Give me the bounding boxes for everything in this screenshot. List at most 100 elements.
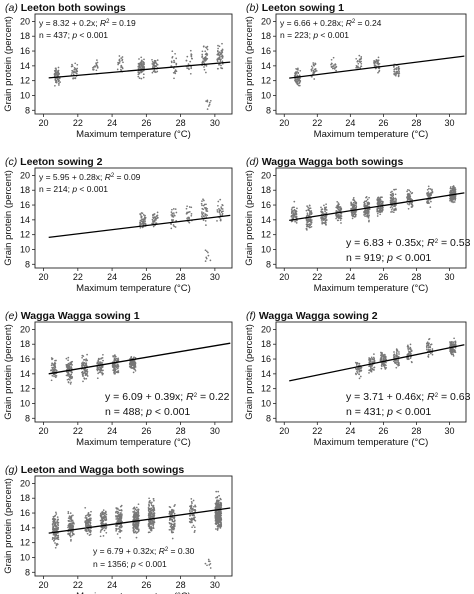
data-point (74, 62, 77, 65)
sample-size-label: n = 488; p < 0.001 (105, 406, 190, 418)
data-point (141, 218, 144, 221)
data-point (88, 514, 90, 517)
data-point (293, 208, 296, 211)
x-tick-label: 20 (39, 580, 49, 590)
y-tick-label: 10 (20, 552, 30, 562)
data-point (368, 208, 371, 211)
data-point (323, 215, 326, 218)
data-point (219, 514, 221, 517)
data-point (335, 210, 338, 212)
data-point (360, 57, 363, 60)
data-point (140, 56, 143, 59)
data-point (373, 366, 375, 369)
data-point (307, 206, 309, 209)
data-point (310, 211, 313, 214)
data-point (398, 67, 401, 70)
data-point (308, 207, 311, 210)
data-point (120, 65, 123, 67)
data-point (134, 530, 137, 533)
data-point (98, 366, 101, 368)
data-point (368, 203, 370, 206)
data-point (148, 527, 151, 529)
data-point (55, 544, 58, 547)
y-tick-label: 16 (261, 354, 271, 364)
data-point (397, 360, 399, 362)
data-point (380, 196, 383, 199)
data-point (147, 509, 150, 511)
data-point (153, 220, 156, 223)
data-point (148, 511, 151, 514)
data-point (293, 206, 296, 209)
data-point (296, 80, 299, 83)
data-point (72, 71, 75, 74)
data-point (395, 209, 397, 211)
data-point (368, 219, 370, 222)
data-point (369, 368, 372, 371)
data-point (291, 220, 294, 222)
data-point (393, 353, 396, 356)
data-point (85, 525, 87, 528)
data-point (96, 65, 99, 68)
x-tick-label: 24 (345, 272, 355, 282)
data-point (358, 373, 360, 375)
data-point (85, 524, 87, 526)
x-tick-label: 28 (176, 426, 186, 436)
data-point (149, 501, 151, 504)
data-point (296, 78, 299, 81)
data-point (427, 353, 430, 356)
data-point (295, 210, 298, 213)
data-point (364, 200, 366, 203)
data-point (70, 517, 73, 519)
data-point (375, 60, 378, 62)
data-point (308, 214, 311, 217)
data-point (174, 208, 177, 210)
x-tick-label: 26 (141, 118, 151, 128)
data-point (141, 63, 143, 66)
x-tick-label: 28 (176, 118, 186, 128)
data-point (100, 357, 103, 360)
data-point (100, 523, 103, 526)
data-point (92, 68, 95, 71)
data-point (173, 77, 175, 80)
data-point (100, 517, 103, 520)
data-point (336, 216, 338, 218)
data-point (298, 84, 301, 87)
data-point (369, 358, 372, 361)
data-point (173, 61, 176, 64)
data-point (120, 512, 122, 514)
data-point (209, 259, 212, 262)
x-tick-label: 22 (73, 580, 83, 590)
data-point (407, 193, 410, 195)
data-point (85, 377, 88, 380)
data-point (115, 368, 117, 370)
data-point (380, 367, 383, 370)
data-point (310, 68, 313, 71)
y-tick-label: 8 (25, 105, 30, 115)
data-point (67, 510, 70, 513)
data-point (72, 525, 75, 527)
data-point (69, 367, 71, 370)
data-point (357, 62, 360, 65)
y-tick-label: 20 (261, 170, 271, 180)
data-point (51, 536, 54, 539)
data-point (450, 189, 453, 192)
data-point (219, 218, 222, 221)
data-point (121, 59, 123, 62)
data-point (192, 524, 195, 527)
data-point (309, 211, 311, 214)
data-point (202, 212, 205, 214)
data-point (292, 215, 295, 218)
data-point (204, 562, 207, 565)
data-point (134, 369, 137, 372)
data-point (52, 533, 55, 536)
data-point (217, 522, 220, 525)
x-tick-label: 30 (210, 272, 220, 282)
y-tick-label: 20 (261, 324, 271, 334)
data-point (67, 526, 69, 529)
data-point (201, 50, 204, 53)
data-point (51, 366, 53, 369)
data-point (84, 515, 87, 517)
data-point (209, 99, 212, 102)
scatter-points (354, 337, 457, 380)
data-point (174, 226, 177, 228)
